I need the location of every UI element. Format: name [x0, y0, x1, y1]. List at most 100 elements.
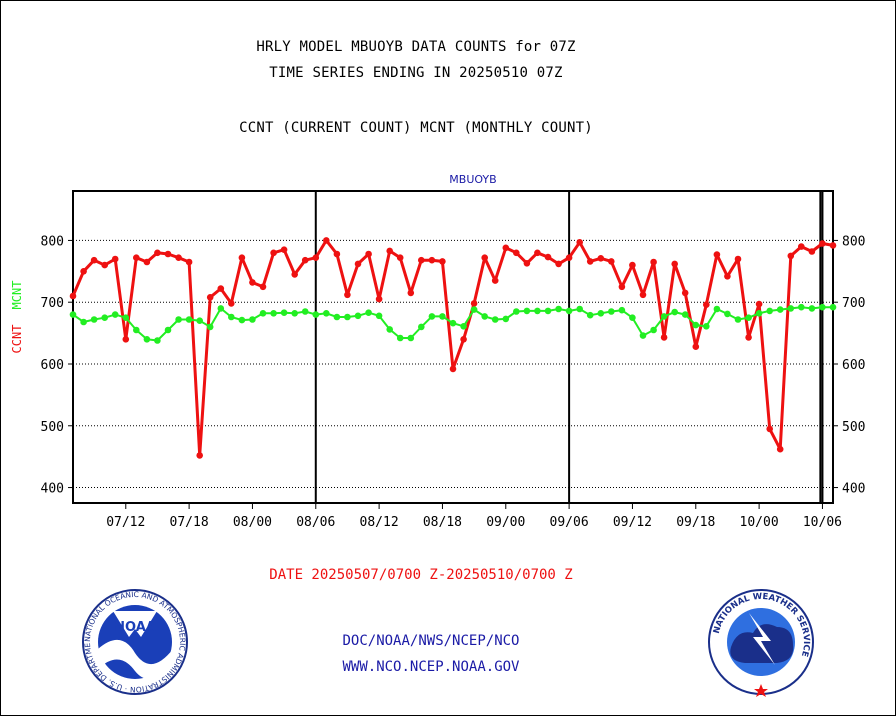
point-ccnt-45	[544, 253, 552, 261]
plot-frame	[72, 190, 834, 504]
point-mcnt-65	[755, 310, 763, 317]
point-ccnt-37	[460, 336, 467, 343]
point-ccnt-55	[650, 258, 657, 266]
point-ccnt-39	[481, 254, 489, 261]
point-mcnt-47	[565, 307, 573, 315]
point-ccnt-33	[418, 256, 425, 264]
point-ccnt-6	[133, 254, 140, 261]
point-ccnt-26	[344, 291, 351, 299]
point-ccnt-10	[175, 254, 182, 261]
series-line-ccnt	[71, 238, 834, 457]
point-mcnt-25	[333, 313, 341, 321]
point-mcnt-8	[154, 337, 161, 344]
y-tick-label-right-500: 500	[842, 420, 865, 435]
x-tick-label-07-18: 07/18	[170, 515, 209, 530]
point-mcnt-27	[354, 312, 362, 320]
point-ccnt-68	[787, 252, 795, 260]
point-mcnt-53	[629, 314, 636, 322]
point-ccnt-43	[523, 260, 531, 267]
chart-title-line-1: HRLY MODEL MBUOYB DATA COUNTS for 07Z	[256, 39, 576, 55]
point-ccnt-27	[354, 260, 362, 268]
point-mcnt-41	[502, 315, 510, 323]
point-mcnt-72	[829, 303, 837, 311]
y-tick-label-left-600: 600	[41, 358, 64, 373]
plot-title: MBUOYB	[449, 173, 496, 186]
date-range-label: DATE 20250507/0700 Z-20250510/0700 Z	[269, 567, 573, 583]
point-mcnt-6	[133, 326, 140, 334]
point-mcnt-5	[122, 314, 130, 322]
point-mcnt-58	[681, 311, 689, 318]
x-tick-label-09-00: 09/00	[486, 515, 525, 530]
noaa-logo-text: NOAA	[114, 620, 156, 635]
x-tick-label-08-06: 08/06	[296, 515, 335, 530]
x-tick-label-07-12: 07/12	[106, 515, 145, 530]
point-mcnt-31	[396, 334, 404, 342]
point-mcnt-45	[544, 307, 552, 315]
point-mcnt-20	[280, 309, 288, 317]
point-ccnt-36	[449, 365, 457, 373]
point-mcnt-26	[344, 313, 351, 321]
point-mcnt-46	[555, 305, 562, 313]
y-tick-label-right-700: 700	[842, 296, 865, 311]
y-tick-label-left-700: 700	[41, 296, 64, 311]
x-tick-label-09-18: 09/18	[676, 515, 715, 530]
noaa-logo: NATIONAL OCEANIC AND ATMOSPHERIC ADMINIS…	[1, 1, 188, 695]
y-tick-label-right-800: 800	[842, 234, 865, 249]
point-ccnt-50	[597, 254, 605, 262]
point-mcnt-51	[608, 308, 615, 315]
point-ccnt-46	[555, 260, 562, 268]
x-tick-label-09-12: 09/12	[613, 515, 652, 530]
point-ccnt-5	[122, 336, 130, 343]
x-tick-label-09-06: 09/06	[550, 515, 589, 530]
point-ccnt-48	[576, 239, 583, 246]
y-tick-label-right-400: 400	[842, 482, 865, 497]
point-ccnt-51	[608, 258, 615, 265]
point-mcnt-16	[238, 316, 246, 324]
point-mcnt-48	[576, 305, 583, 313]
point-ccnt-16	[238, 254, 246, 261]
point-mcnt-21	[291, 310, 299, 317]
point-ccnt-3	[101, 261, 108, 269]
point-mcnt-32	[407, 334, 415, 342]
x-tick-label-10-06: 10/06	[803, 515, 842, 530]
point-ccnt-62	[724, 273, 731, 280]
point-mcnt-68	[787, 305, 795, 312]
point-ccnt-2	[90, 256, 98, 264]
point-mcnt-3	[101, 314, 108, 322]
point-mcnt-18	[259, 310, 267, 317]
point-ccnt-35	[439, 258, 446, 265]
point-mcnt-0	[69, 311, 77, 318]
point-mcnt-9	[164, 326, 172, 334]
point-ccnt-40	[491, 277, 499, 284]
point-mcnt-70	[808, 305, 816, 312]
point-mcnt-13	[206, 323, 214, 331]
point-mcnt-33	[418, 323, 425, 331]
point-ccnt-72	[829, 242, 837, 249]
point-mcnt-14	[217, 305, 225, 312]
point-mcnt-43	[523, 307, 531, 315]
point-ccnt-67	[776, 445, 784, 453]
point-ccnt-56	[660, 334, 668, 341]
y-tick-label-right-600: 600	[842, 358, 865, 373]
point-mcnt-69	[798, 303, 805, 311]
org-link[interactable]: DOC/NOAA/NWS/NCEP/NCO	[342, 633, 520, 649]
point-ccnt-54	[639, 291, 647, 299]
point-ccnt-34	[428, 256, 436, 264]
point-ccnt-11	[185, 258, 193, 266]
point-mcnt-71	[819, 303, 826, 311]
website-link[interactable]: WWW.NCO.NCEP.NOAA.GOV	[342, 659, 520, 675]
point-mcnt-55	[650, 326, 657, 334]
point-mcnt-60	[703, 323, 710, 330]
point-mcnt-36	[449, 319, 457, 327]
point-ccnt-21	[291, 271, 299, 278]
point-ccnt-61	[713, 251, 721, 258]
point-ccnt-22	[301, 256, 309, 264]
point-mcnt-52	[618, 306, 626, 314]
point-mcnt-15	[228, 313, 235, 321]
point-ccnt-8	[154, 249, 161, 257]
point-ccnt-20	[280, 246, 288, 253]
point-ccnt-44	[534, 249, 541, 257]
point-ccnt-19	[270, 249, 277, 257]
point-mcnt-59	[692, 321, 700, 329]
